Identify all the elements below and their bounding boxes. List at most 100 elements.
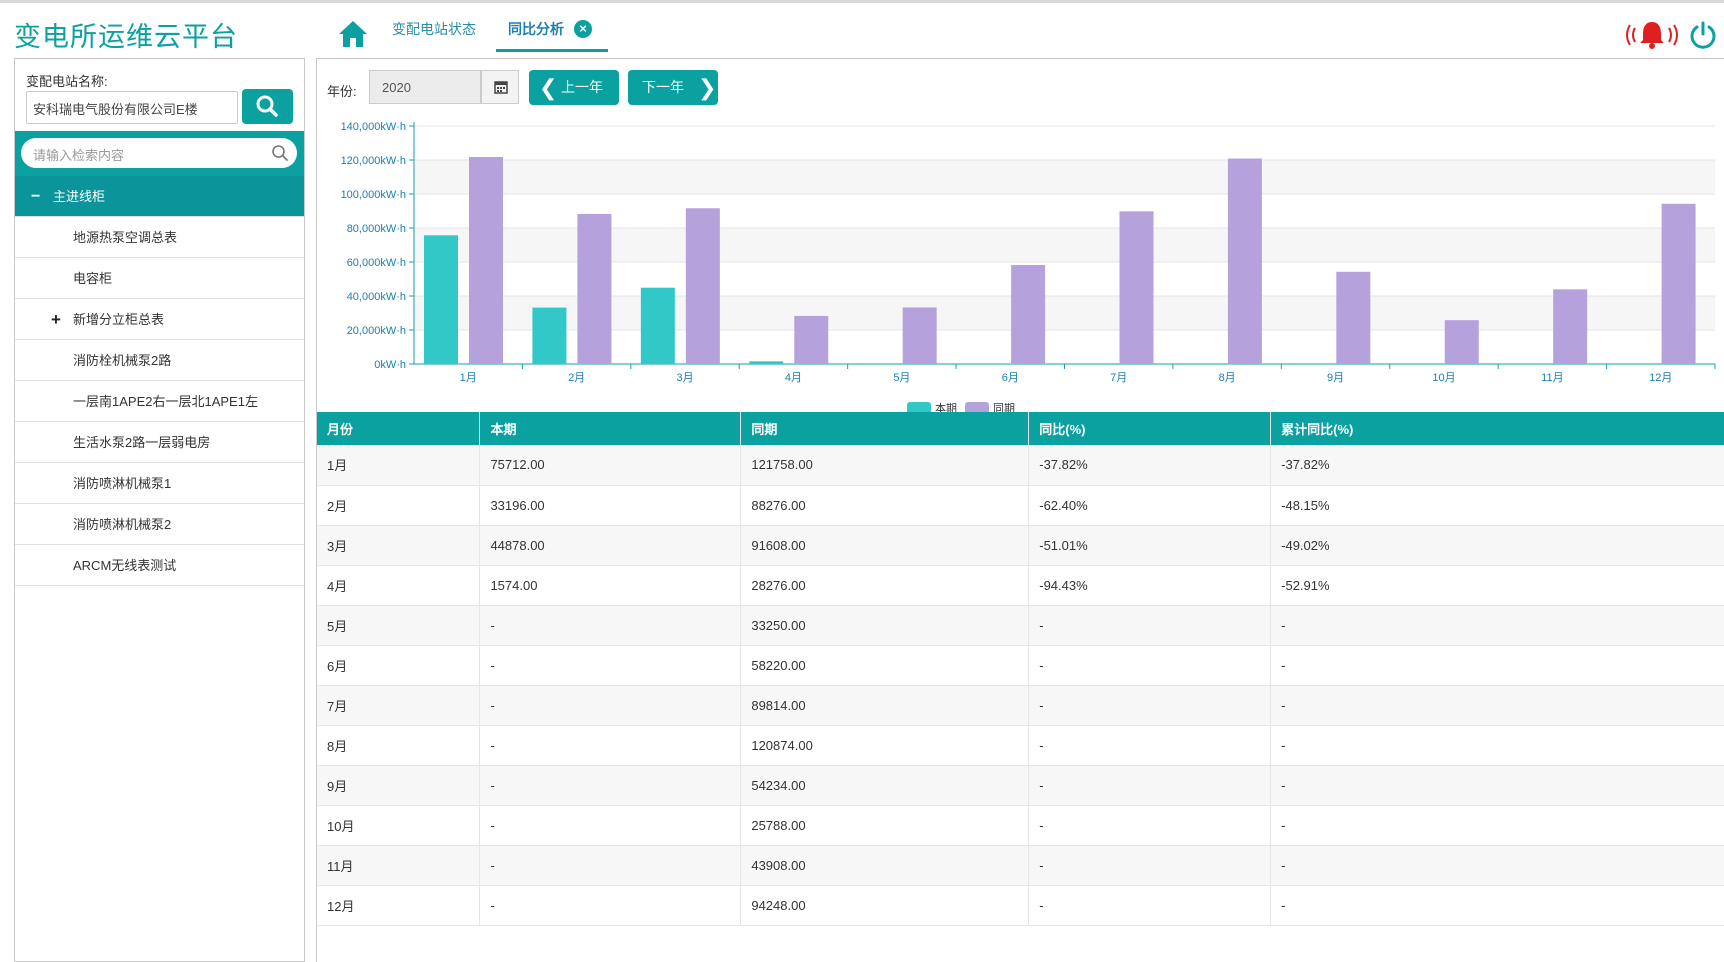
y-tick-label: 140,000kW·h	[341, 121, 406, 133]
col-month: 月份	[317, 412, 481, 445]
year-input[interactable]: 2020	[369, 70, 481, 104]
tree-item-label: 消防喷淋机械泵1	[73, 476, 172, 491]
cell-cumulative-yoy: -	[1270, 645, 1724, 686]
tree-item[interactable]: 消防喷淋机械泵1	[15, 463, 304, 504]
next-year-button[interactable]: 下一年 ❯	[628, 70, 718, 105]
grid-band	[414, 228, 1715, 262]
tree-item[interactable]: 生活水泵2路一层弱电房	[15, 422, 304, 463]
tree-item-label: 生活水泵2路一层弱电房	[73, 435, 211, 450]
station-name-field[interactable]: 安科瑞电气股份有限公司E楼	[26, 91, 238, 124]
cell-month: 12月	[317, 885, 481, 926]
tree-item-label: 消防喷淋机械泵2	[73, 517, 172, 532]
cell-current: -	[479, 605, 742, 646]
table-row: 10月 -25788.00- -	[317, 805, 1724, 846]
table-row: 3月 44878.00 91608.00 -51.01% -49.02%	[317, 525, 1724, 566]
bar-previous	[1444, 320, 1479, 364]
table-row: 7月 -89814.00- -	[317, 685, 1724, 726]
alarm-bell-icon[interactable]	[1622, 19, 1682, 51]
x-tick-label: 9月	[1327, 372, 1344, 384]
bar-current	[424, 235, 458, 364]
y-tick-label: 120,000kW·h	[341, 155, 406, 167]
search-button[interactable]	[242, 89, 293, 124]
cell-yoy: -	[1028, 685, 1272, 726]
cell-yoy: -	[1028, 605, 1272, 646]
bar-current	[532, 307, 567, 364]
table-row: 6月 -58220.00- -	[317, 645, 1724, 686]
header: 变电所运维云平台 变配电站状态 同比分析 ×	[0, 3, 1724, 58]
year-label: 年份:	[327, 84, 357, 99]
home-icon[interactable]	[336, 17, 370, 51]
cell-current: -	[479, 765, 742, 806]
y-tick-label: 40,000kW·h	[347, 291, 406, 303]
x-tick-label: 5月	[893, 372, 910, 384]
cell-month: 10月	[317, 805, 481, 846]
y-tick-label: 80,000kW·h	[347, 223, 406, 235]
cell-yoy: -37.82%	[1028, 445, 1272, 486]
x-tick-label: 7月	[1110, 372, 1127, 384]
tree-item[interactable]: 电容柜	[15, 258, 304, 299]
station-label: 变配电站名称:	[26, 74, 108, 89]
cell-month: 11月	[317, 845, 481, 886]
tree-item-label: 新增分立柜总表	[73, 312, 165, 327]
tree-item[interactable]: 消防喷淋机械泵2	[15, 504, 304, 545]
tree-item-label: 主进线柜	[53, 189, 106, 204]
tree-item-label: 地源热泵空调总表	[73, 230, 178, 245]
bar-previous	[469, 157, 503, 364]
tab-station-status[interactable]: 变配电站状态	[392, 3, 476, 55]
collapse-icon[interactable]: −	[31, 188, 41, 205]
chevron-left-icon: ❮	[539, 75, 558, 100]
top-border	[0, 0, 1724, 3]
x-tick-label: 11月	[1541, 372, 1563, 384]
x-tick-label: 1月	[460, 372, 477, 384]
cell-month: 7月	[317, 685, 481, 726]
cell-previous: 88276.00	[740, 485, 1030, 526]
power-icon[interactable]	[1688, 20, 1718, 50]
table-row: 9月 -54234.00- -	[317, 765, 1724, 806]
cell-cumulative-yoy: -	[1270, 725, 1724, 766]
y-tick-label: 100,000kW·h	[341, 189, 406, 201]
filter-bar: 请输入检索内容	[15, 131, 304, 176]
y-tick-label: 60,000kW·h	[347, 257, 406, 269]
sidebar: 变配电站名称: 安科瑞电气股份有限公司E楼 请输入检索内容 − 主进线柜 地源热…	[14, 58, 305, 962]
tree-item[interactable]: 消防栓机械泵2路	[15, 340, 304, 381]
tree-item[interactable]: 地源热泵空调总表	[15, 217, 304, 258]
tree-item[interactable]: ARCM无线表测试	[15, 545, 304, 586]
filter-input[interactable]: 请输入检索内容	[21, 138, 297, 168]
cell-yoy: -51.01%	[1028, 525, 1272, 566]
search-icon[interactable]	[271, 144, 289, 162]
prev-year-button[interactable]: ❮ 上一年	[529, 70, 619, 105]
cell-previous: 43908.00	[740, 845, 1030, 886]
tree-root-main-incoming[interactable]: − 主进线柜	[15, 176, 304, 217]
cell-previous: 58220.00	[740, 645, 1030, 686]
calendar-button[interactable]	[481, 70, 519, 104]
table-row: 2月 33196.00 88276.00 -62.40% -48.15%	[317, 485, 1724, 526]
x-tick-label: 6月	[1002, 372, 1019, 384]
cell-previous: 28276.00	[740, 565, 1030, 606]
legend-label: 本期	[935, 401, 957, 415]
cell-previous: 120874.00	[740, 725, 1030, 766]
grid-band	[414, 160, 1715, 194]
cell-cumulative-yoy: -	[1270, 805, 1724, 846]
cell-month: 2月	[317, 485, 481, 526]
cell-yoy: -	[1028, 805, 1272, 846]
table-row: 4月 1574.00 28276.00 -94.43% -52.91%	[317, 565, 1724, 606]
station-selector: 变配电站名称: 安科瑞电气股份有限公司E楼	[15, 59, 304, 131]
cell-current: -	[479, 885, 742, 926]
bar-previous	[794, 315, 829, 364]
cell-current: 75712.00	[479, 445, 742, 486]
cell-month: 6月	[317, 645, 481, 686]
col-current: 本期	[479, 412, 742, 445]
bar-current	[749, 361, 784, 364]
tree-item[interactable]: 一层南1APE2右一层北1APE1左	[15, 381, 304, 422]
cell-yoy: -	[1028, 645, 1272, 686]
cell-month: 3月	[317, 525, 481, 566]
tree-item[interactable]: + 新增分立柜总表	[15, 299, 304, 340]
close-icon[interactable]: ×	[574, 20, 592, 38]
bar-previous	[902, 307, 937, 364]
expand-icon[interactable]: +	[51, 310, 61, 329]
tree-item-label: 消防栓机械泵2路	[73, 353, 172, 368]
cell-yoy: -	[1028, 885, 1272, 926]
tab-yoy-analysis[interactable]: 同比分析 ×	[496, 3, 608, 52]
cell-month: 9月	[317, 765, 481, 806]
device-tree: − 主进线柜 地源热泵空调总表 电容柜 + 新增分立柜总表 消防栓机械泵2路 一…	[15, 176, 304, 586]
